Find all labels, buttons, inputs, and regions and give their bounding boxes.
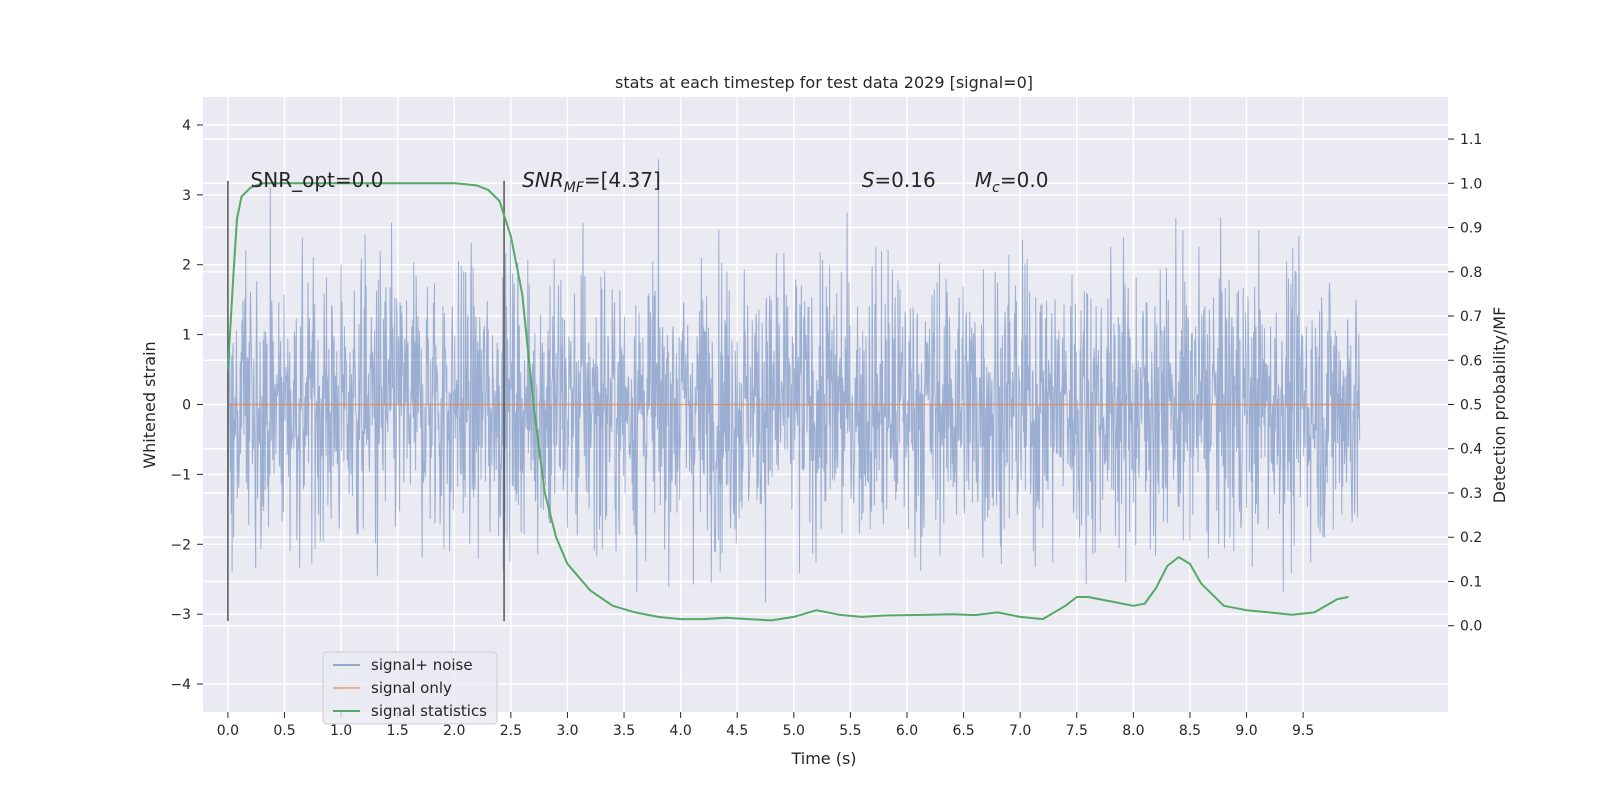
x-tick-label: 3.0 [556,723,578,739]
chart-title: stats at each timestep for test data 202… [615,73,1033,92]
y2-tick-label: 0.9 [1460,221,1482,237]
y2-axis-ticks: 1.1 1.0 0.9 0.8 0.7 0.6 0.5 0.4 0.3 0.2 0.1 0.0 [1448,132,1482,635]
x-axis-ticks: 0.0 0.5 1.0 1.5 2.0 2.5 3.0 3.5 4.0 4.5 5.0 5.5 6.0 6… [217,712,1314,739]
y2-tick-label: 0.2 [1460,530,1482,546]
legend-label-signal-noise: signal+ noise [371,656,473,674]
annotation-s-stat: S=0.16 [862,168,936,192]
y-tick-label: 4 [182,118,191,134]
y-tick-label: 1 [182,328,191,344]
annotation-snr-opt: SNR_opt=0.0 [251,168,384,192]
x-tick-label: 5.5 [839,723,861,739]
signal-statistics-line [226,182,1349,622]
y2-tick-label: 0.4 [1460,442,1482,458]
legend: signal+ noise signal only signal statist… [322,651,498,725]
y2-tick-label: 1.1 [1460,132,1482,148]
x-tick-label: 7.5 [1066,723,1088,739]
x-tick-label: 8.5 [1179,723,1201,739]
x-tick-label: 0.0 [217,723,239,739]
y-tick-label: 3 [182,188,191,204]
series-signal-noise [227,159,1361,603]
y2-tick-label: 0.1 [1460,574,1482,590]
legend-box [322,651,498,725]
x-axis-label: Time (s) [790,749,856,768]
x-tick-label: 2.0 [443,723,465,739]
x-tick-label: 9.0 [1235,723,1257,739]
legend-label-signal-only: signal only [371,679,452,697]
y-tick-label: −2 [170,537,191,553]
annotation-snr-mf: SNRMF=[4.37] [522,168,661,196]
x-tick-label: 5.0 [783,723,805,739]
y2-tick-label: 0.8 [1460,265,1482,281]
y2-tick-label: 0.5 [1460,398,1482,414]
x-tick-label: 3.5 [613,723,635,739]
legend-label-signal-statistics: signal statistics [371,702,487,720]
y2-axis-label: Detection probability/MF [1490,307,1509,504]
signal-noise-line [227,159,1361,603]
y-tick-label: −3 [170,607,191,623]
x-tick-label: 2.5 [500,723,522,739]
y2-tick-label: 0.0 [1460,619,1482,635]
x-tick-label: 9.5 [1292,723,1314,739]
y-tick-label: −1 [170,467,191,483]
annotation-mc: Mc=0.0 [975,168,1049,196]
series-signal-statistics [226,182,1349,622]
y-tick-label: 0 [182,398,191,414]
x-tick-label: 4.0 [669,723,691,739]
y2-tick-label: 0.6 [1460,353,1482,369]
y-axis-label: Whitened strain [140,341,159,468]
vertical-markers [227,180,505,622]
x-tick-label: 4.5 [726,723,748,739]
x-tick-label: 1.0 [330,723,352,739]
y2-tick-label: 0.3 [1460,486,1482,502]
x-tick-label: 0.5 [273,723,295,739]
y2-tick-label: 1.0 [1460,176,1482,192]
y2-tick-label: 0.7 [1460,309,1482,325]
y-tick-label: 2 [182,258,191,274]
x-tick-label: 8.0 [1122,723,1144,739]
annotations: SNR_opt=0.0 SNRMF=[4.37] S=0.16 Mc=0.0 [251,168,1049,196]
x-tick-label: 6.0 [896,723,918,739]
x-tick-label: 7.0 [1009,723,1031,739]
x-tick-label: 1.5 [387,723,409,739]
y-tick-label: −4 [170,677,191,693]
y-axis-ticks: 4 3 2 1 0 −1 −2 −3 −4 [170,118,203,693]
x-tick-label: 6.5 [952,723,974,739]
